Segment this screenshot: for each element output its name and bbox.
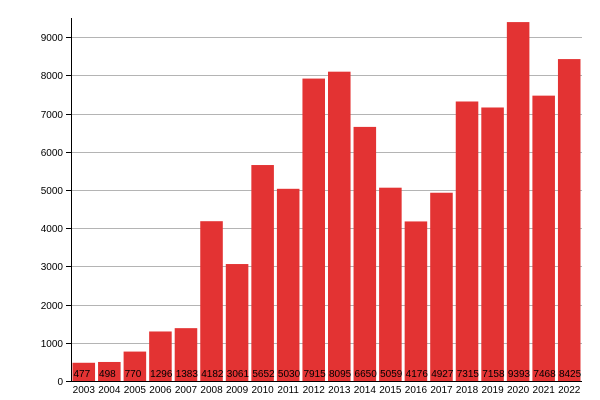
x-tick-label-2015: 2015 <box>379 385 402 396</box>
data-label-2014: 6650 <box>355 369 378 380</box>
x-tick-label-2018: 2018 <box>456 385 479 396</box>
data-label-2004: 498 <box>99 369 116 380</box>
x-tick-label-2016: 2016 <box>405 385 428 396</box>
data-label-2016: 4176 <box>406 369 429 380</box>
x-tick-label-2012: 2012 <box>303 385 326 396</box>
y-tick-label: 1000 <box>41 339 64 350</box>
data-label-2013: 8095 <box>329 369 352 380</box>
bar-2003 <box>72 362 96 381</box>
y-tick-label: 2000 <box>41 301 64 312</box>
data-label-2006: 1296 <box>150 369 173 380</box>
bar-2016 <box>404 221 428 381</box>
y-tick-label: 6000 <box>41 148 64 159</box>
data-label-2020: 9393 <box>508 369 531 380</box>
data-label-2012: 7915 <box>303 369 326 380</box>
data-label-2018: 7315 <box>457 369 480 380</box>
data-label-2009: 3061 <box>227 369 250 380</box>
y-tick-label: 3000 <box>41 262 64 273</box>
bar-2017 <box>430 192 453 381</box>
gridlines <box>71 37 582 344</box>
x-tick-label-2013: 2013 <box>328 385 351 396</box>
data-label-2022: 8425 <box>559 369 582 380</box>
x-tick-label-2020: 2020 <box>507 385 530 396</box>
bar-2010 <box>251 165 274 381</box>
x-tick-label-2009: 2009 <box>226 385 249 396</box>
bar-2019 <box>481 107 504 382</box>
bar-2006 <box>149 331 172 381</box>
data-label-2021: 7468 <box>533 369 556 380</box>
data-labels: 477 498 770 1296 1383 4182 3061 5652 5030 7915 809… <box>74 369 582 380</box>
data-label-2019: 7158 <box>482 369 505 380</box>
bar-2020 <box>506 22 530 381</box>
y-tick-label: 4000 <box>41 224 64 235</box>
x-tick-label-2005: 2005 <box>124 385 147 396</box>
x-tick-label-2004: 2004 <box>98 385 121 396</box>
x-tick-label-2019: 2019 <box>481 385 504 396</box>
bar-2012 <box>302 78 325 381</box>
x-tick-label-2008: 2008 <box>200 385 223 396</box>
x-tick-label-2010: 2010 <box>252 385 275 396</box>
x-tick-label-2011: 2011 <box>277 385 299 396</box>
data-label-2003: 477 <box>74 369 91 380</box>
bar-2009 <box>225 264 249 381</box>
bar-2004 <box>98 361 121 381</box>
bar-2021 <box>532 95 555 381</box>
bar-2014 <box>353 126 377 382</box>
y-tick-label: 9000 <box>41 33 64 44</box>
x-tick-label-2022: 2022 <box>558 385 581 396</box>
y-tick-label: 5000 <box>41 186 64 197</box>
bar-2007 <box>174 328 198 381</box>
x-tick-label-2003: 2003 <box>73 385 96 396</box>
bar-2015 <box>379 187 402 381</box>
x-tick-label-2014: 2014 <box>354 385 377 396</box>
y-tick-label: 7000 <box>41 110 64 121</box>
bar-2011 <box>276 188 300 381</box>
data-label-2010: 5652 <box>252 369 275 380</box>
data-label-2017: 4927 <box>431 369 454 380</box>
data-label-2005: 770 <box>125 369 142 380</box>
y-tick-label: 8000 <box>41 71 64 82</box>
data-label-2007: 1383 <box>176 369 199 380</box>
bar-2005 <box>123 351 147 381</box>
bar-2013 <box>328 71 351 381</box>
bar-2018 <box>455 101 479 382</box>
bar-2022 <box>557 59 581 381</box>
data-label-2008: 4182 <box>201 369 224 380</box>
bar-2008 <box>200 221 223 381</box>
x-tick-label-2021: 2021 <box>533 385 556 396</box>
data-label-2011: 5030 <box>278 369 301 380</box>
bars <box>72 22 581 382</box>
y-tick-label: 0 <box>57 377 63 388</box>
data-label-2015: 5059 <box>380 369 403 380</box>
x-tick-label-2007: 2007 <box>175 385 198 396</box>
axes: 0 1000 2000 3000 4000 5000 6000 7000 8000 9000 200… <box>41 18 582 396</box>
x-tick-label-2006: 2006 <box>149 385 172 396</box>
x-tick-label-2017: 2017 <box>430 385 453 396</box>
